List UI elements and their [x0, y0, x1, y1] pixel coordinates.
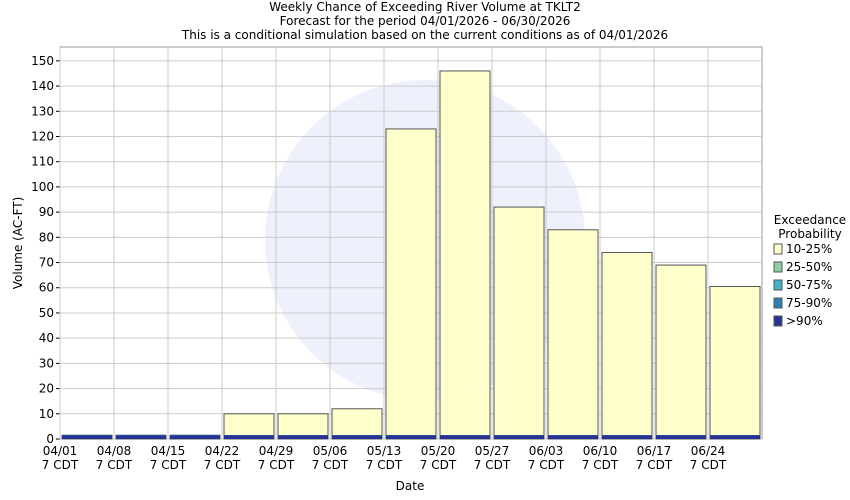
legend-label: 25-50% — [786, 260, 832, 274]
x-tick-label: 05/20 7 CDT — [420, 444, 457, 472]
bar — [386, 435, 436, 439]
legend-title: Probability — [778, 227, 841, 241]
x-tick-label: 05/27 7 CDT — [474, 444, 511, 472]
y-axis-label: Volume (AC-FT) — [11, 197, 25, 290]
bar — [601, 251, 653, 440]
bar — [170, 435, 220, 439]
x-axis-label: Date — [396, 479, 425, 493]
bar — [656, 435, 706, 439]
bar — [493, 206, 545, 440]
y-tick-label: 130 — [31, 104, 54, 118]
x-tick-label: 04/29 7 CDT — [258, 444, 295, 472]
y-tick-label: 40 — [39, 331, 54, 345]
bar — [224, 435, 274, 439]
y-tick-label: 60 — [39, 281, 54, 295]
y-tick-label: 140 — [31, 79, 54, 93]
y-tick-label: 110 — [31, 155, 54, 169]
x-tick-label: 06/17 7 CDT — [636, 444, 673, 472]
bar — [709, 285, 761, 440]
bar — [710, 435, 760, 439]
y-tick-label: 30 — [39, 356, 54, 370]
chart-subtitle: Forecast for the period 04/01/2026 - 06/… — [280, 14, 571, 28]
bar — [655, 264, 707, 440]
x-tick-label: 06/03 7 CDT — [528, 444, 565, 472]
legend-swatch — [773, 297, 783, 309]
bar — [547, 229, 599, 440]
y-tick-label: 80 — [39, 230, 54, 244]
legend-title: Exceedance — [774, 213, 846, 227]
x-tick-label: 04/15 7 CDT — [150, 444, 187, 472]
legend-swatch — [773, 315, 783, 327]
chart-title: Weekly Chance of Exceeding River Volume … — [269, 0, 581, 14]
x-tick-label: 06/10 7 CDT — [582, 444, 619, 472]
bar — [277, 413, 329, 440]
y-tick-label: 150 — [31, 54, 54, 68]
y-tick-label: 10 — [39, 407, 54, 421]
chart-note: This is a conditional simulation based o… — [181, 28, 668, 42]
bar — [62, 435, 112, 439]
bar — [440, 435, 490, 439]
legend-label: 75-90% — [786, 296, 832, 310]
legend-label: 10-25% — [786, 242, 832, 256]
x-tick-label: 04/22 7 CDT — [204, 444, 241, 472]
bar — [548, 435, 598, 439]
y-tick-label: 90 — [39, 205, 54, 219]
y-tick-label: 50 — [39, 306, 54, 320]
bar — [385, 128, 437, 440]
y-tick-label: 20 — [39, 382, 54, 396]
legend-swatch — [773, 243, 783, 255]
y-tick-label: 70 — [39, 256, 54, 270]
y-tick-label: 120 — [31, 129, 54, 143]
y-tick-label: 100 — [31, 180, 54, 194]
legend-label: 50-75% — [786, 278, 832, 292]
x-tick-label: 06/24 7 CDT — [690, 444, 727, 472]
x-tick-label: 04/08 7 CDT — [96, 444, 133, 472]
bar — [116, 435, 166, 439]
bar — [331, 408, 383, 440]
bar — [439, 70, 491, 440]
y-tick-label: 0 — [46, 432, 54, 446]
legend-swatch — [773, 279, 783, 291]
x-tick-label: 05/06 7 CDT — [312, 444, 349, 472]
legend-swatch — [773, 261, 783, 273]
bar — [332, 435, 382, 439]
bar — [602, 435, 652, 439]
bar — [278, 435, 328, 439]
x-tick-label: 04/01 7 CDT — [42, 444, 79, 472]
x-tick-label: 05/13 7 CDT — [366, 444, 403, 472]
bar — [494, 435, 544, 439]
legend-label: >90% — [786, 314, 823, 328]
